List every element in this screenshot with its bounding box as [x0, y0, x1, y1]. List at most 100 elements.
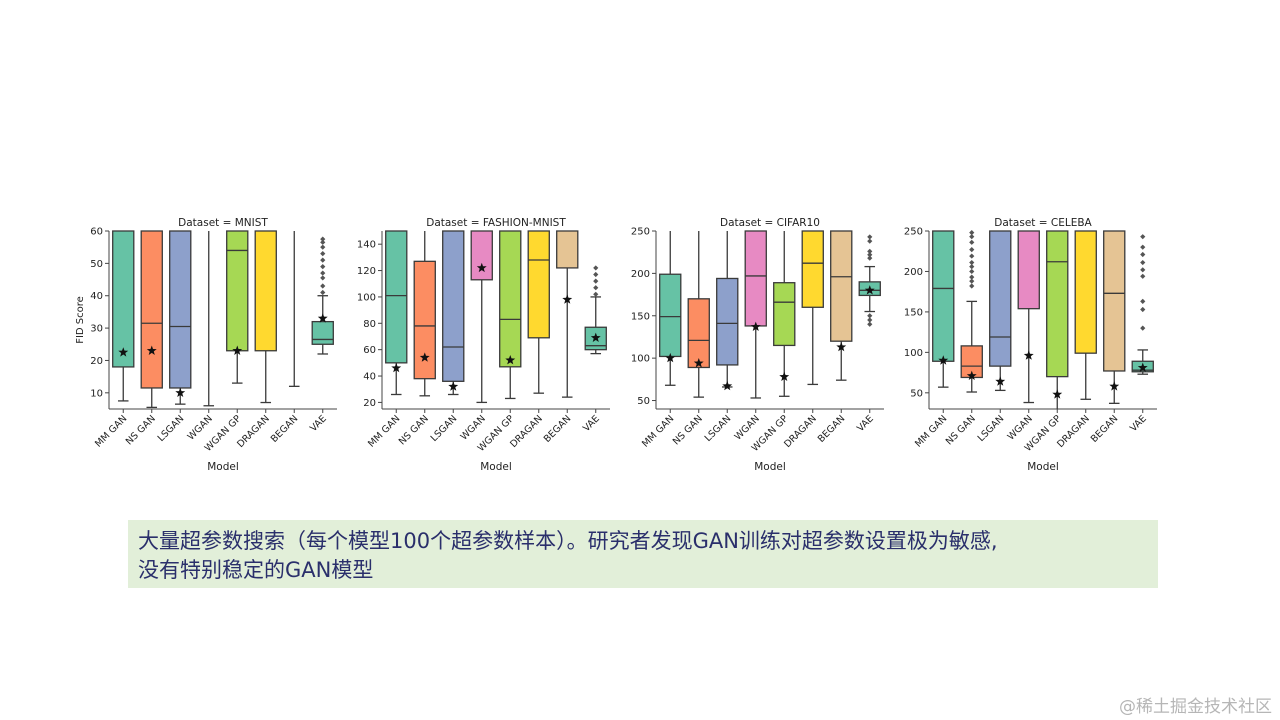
box-lsgan	[169, 230, 192, 405]
outlier-point	[1140, 259, 1146, 266]
box-wgan	[744, 230, 767, 399]
outlier-point	[320, 251, 326, 257]
y-tick-label: 250	[904, 227, 923, 238]
y-tick-label: 150	[631, 311, 650, 322]
outlier-point	[969, 264, 975, 270]
box-dragan	[801, 230, 824, 386]
box-body	[556, 230, 579, 269]
outlier-point	[969, 283, 975, 289]
box-body	[385, 230, 408, 364]
outlier-point	[1140, 298, 1146, 304]
outlier-point	[969, 230, 975, 236]
y-tick-label: 40	[90, 291, 103, 302]
star-marker	[590, 332, 601, 342]
y-tick-label: 100	[357, 292, 376, 303]
box-body	[1046, 230, 1069, 378]
star-marker	[864, 285, 875, 295]
star-marker	[1109, 381, 1120, 391]
box-began	[556, 230, 579, 398]
box-body	[659, 273, 682, 358]
box-vae	[311, 236, 334, 355]
outlier-point	[593, 278, 599, 284]
box-body	[413, 260, 436, 380]
x-axis-label: Model	[207, 461, 239, 473]
box-dragan	[1074, 230, 1097, 400]
outlier-point	[969, 247, 975, 253]
x-tick-label: LSGAN	[976, 413, 1007, 444]
x-axis-label: Model	[754, 461, 786, 473]
x-tick-label: BEGAN	[816, 413, 847, 444]
star-marker	[779, 371, 790, 381]
box-body	[112, 230, 135, 368]
outlier-point	[867, 252, 873, 258]
x-tick-label: NS GAN	[397, 413, 431, 447]
outlier-point	[1140, 306, 1146, 313]
chart-panel-2: Dataset = FASHION-MNIST 20 40 60 80 100 120 140…	[357, 217, 610, 454]
box-body	[140, 230, 163, 389]
x-tick-label: VAE	[1128, 413, 1149, 434]
outlier-point	[320, 283, 326, 289]
watermark: @稀土掘金技术社区	[1119, 697, 1272, 717]
box-body	[527, 230, 550, 339]
box-vae	[1131, 234, 1154, 375]
box-lsgan	[442, 230, 465, 396]
y-tick-label: 60	[90, 227, 103, 238]
box-mm-gan	[932, 230, 955, 388]
star-marker	[1052, 389, 1063, 399]
outlier-point	[320, 236, 326, 242]
x-tick-label: BEGAN	[542, 413, 573, 444]
chart-title: Dataset = CIFAR10	[720, 217, 820, 229]
outlier-point	[1140, 251, 1146, 258]
star-marker	[562, 294, 573, 304]
box-body	[830, 230, 853, 342]
x-tick-label: NS GAN	[671, 413, 705, 447]
outlier-point	[969, 268, 975, 275]
star-marker	[391, 362, 402, 373]
caption-line-1: 大量超参数搜索（每个模型100个超参数样本）。研究者发现GAN训练对超参数设置极…	[138, 529, 998, 553]
box-dragan	[527, 230, 550, 394]
outlier-point	[969, 259, 975, 266]
star-marker	[505, 355, 516, 365]
y-tick-label: 150	[904, 307, 923, 318]
outlier-point	[593, 291, 599, 297]
x-tick-label: BEGAN	[269, 413, 300, 444]
outlier-point	[867, 255, 873, 261]
box-began	[288, 231, 300, 387]
y-tick-label: 200	[631, 269, 650, 280]
x-tick-label: VAE	[308, 413, 329, 434]
box-vae	[584, 265, 607, 355]
star-marker	[836, 341, 847, 352]
star-marker	[693, 358, 704, 368]
outlier-point	[320, 244, 326, 250]
box-ns-gan	[687, 231, 710, 398]
box-body	[773, 282, 796, 347]
y-tick-label: 50	[90, 259, 103, 270]
x-tick-label: MM GAN	[93, 413, 129, 449]
y-tick-label: 20	[363, 398, 376, 409]
x-tick-label: VAE	[581, 413, 602, 434]
x-tick-label: MM GAN	[640, 413, 676, 449]
x-tick-label: LSGAN	[156, 413, 187, 444]
x-axis-label: Model	[1027, 461, 1059, 473]
star-marker	[175, 387, 186, 397]
y-tick-label: 60	[363, 345, 376, 356]
box-wgan-gp	[226, 230, 249, 384]
fid-boxplot-figure: Dataset = MNIST 10 20 30 40 50 60 FID Score MM G…	[75, 217, 1157, 473]
box-wgan-gp	[1046, 230, 1069, 409]
box-began	[1103, 230, 1126, 404]
star-marker	[1137, 362, 1148, 372]
star-marker	[232, 345, 243, 355]
star-marker	[419, 352, 430, 362]
x-tick-label: MM GAN	[366, 413, 402, 449]
outlier-point	[320, 270, 326, 276]
box-mm-gan	[385, 230, 408, 396]
outlier-point	[969, 234, 975, 240]
box-dragan	[254, 230, 277, 404]
box-lsgan	[989, 230, 1012, 392]
outlier-point	[593, 265, 599, 271]
chart-panel-1: Dataset = MNIST 10 20 30 40 50 60 FID Score MM G…	[75, 217, 337, 473]
outlier-point	[1140, 244, 1146, 250]
box-wgan	[470, 230, 493, 404]
box-ns-gan	[140, 230, 163, 409]
